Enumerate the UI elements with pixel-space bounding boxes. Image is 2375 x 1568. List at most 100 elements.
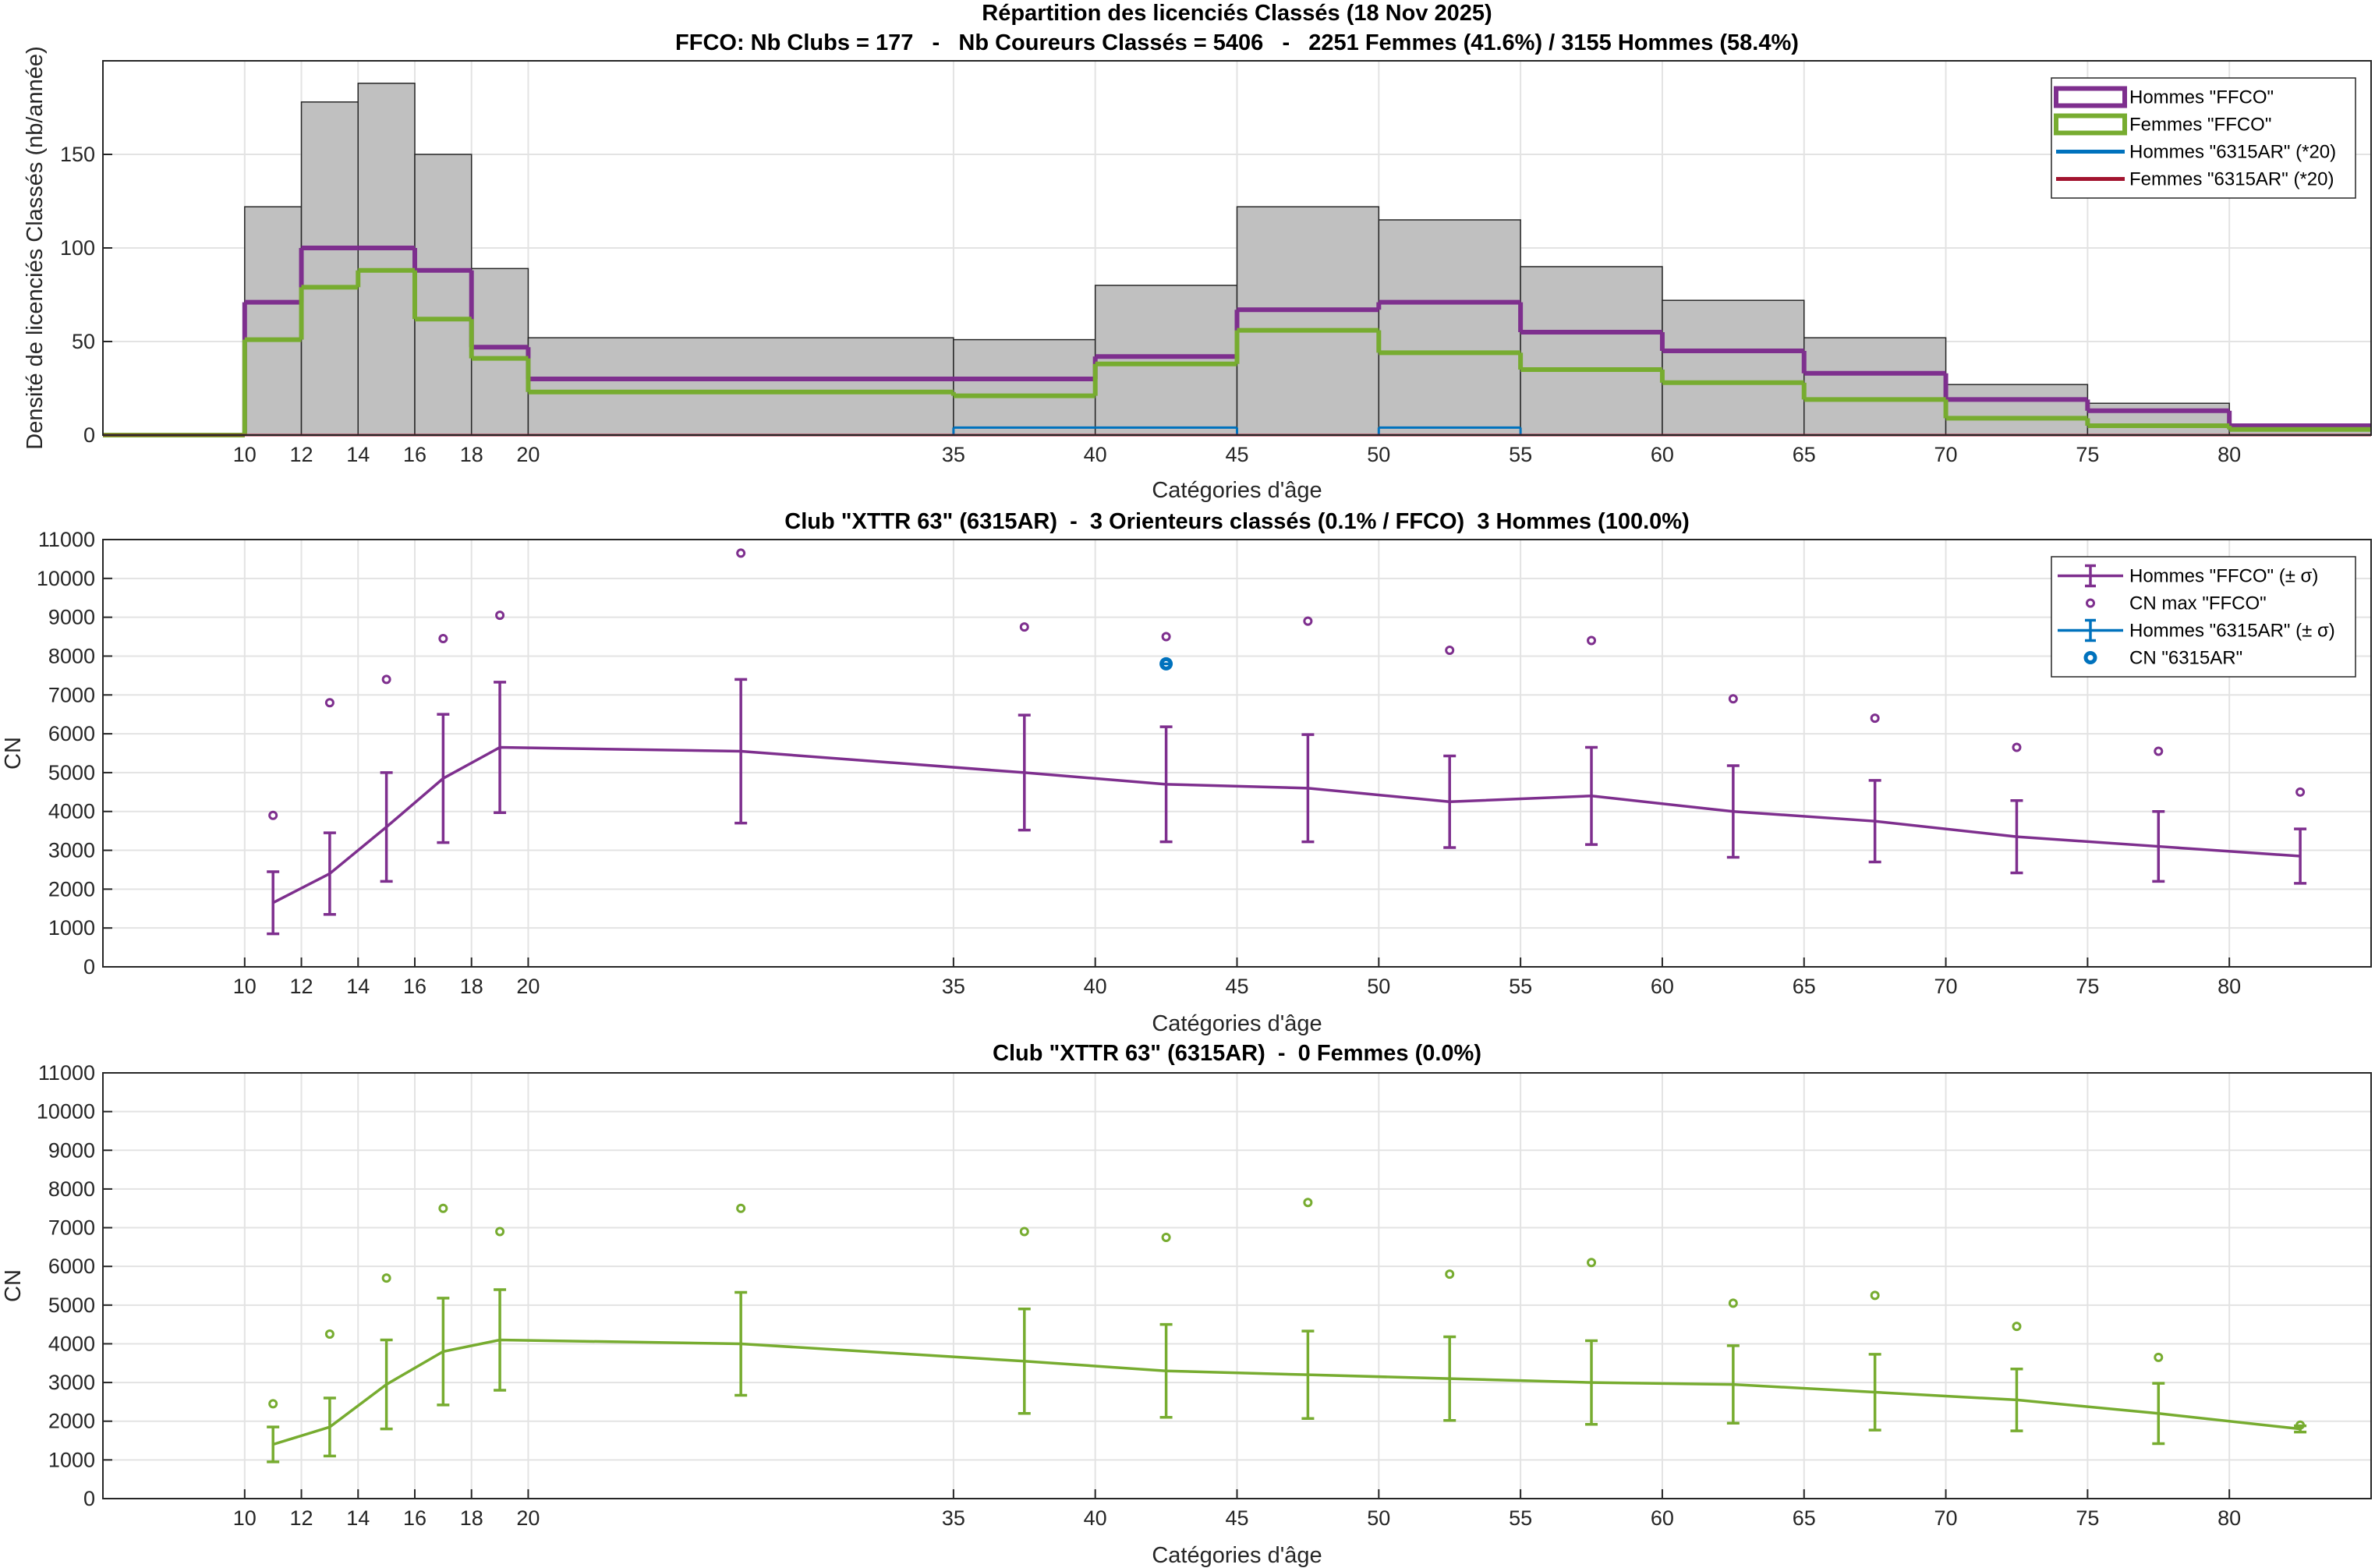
- marker: [1870, 713, 1880, 724]
- marker: [268, 810, 278, 820]
- y-tick-label: 10000: [37, 1100, 95, 1124]
- error-bar: [323, 1396, 336, 1458]
- y-axis-label: CN: [1, 737, 26, 770]
- x-tick-label: 75: [2076, 1506, 2099, 1530]
- legend-swatch: [2054, 113, 2127, 136]
- legend-label: Femmes "6315AR" (*20): [2129, 169, 2334, 190]
- error-bar: [437, 713, 450, 844]
- error-bar: [323, 831, 336, 916]
- x-tick-label: 65: [1793, 443, 1816, 466]
- x-tick-label: 75: [2076, 975, 2099, 998]
- x-tick-label: 12: [290, 1506, 313, 1530]
- histogram-bar: [953, 338, 1096, 436]
- error-bar: [1018, 713, 1031, 832]
- marker: [1445, 645, 1455, 655]
- x-tick-label: 55: [1509, 975, 1532, 998]
- marker: [381, 674, 391, 685]
- y-tick-label: 4000: [48, 1332, 95, 1355]
- y-tick-label: 8000: [48, 1177, 95, 1201]
- marker: [2012, 1322, 2022, 1332]
- chart-title: Répartition des licenciés Classés (18 No…: [982, 1, 1492, 26]
- x-tick-label: 14: [346, 443, 370, 466]
- y-tick-label: 100: [60, 236, 95, 260]
- marker: [1161, 632, 1171, 642]
- error-bar: [1585, 1339, 1598, 1426]
- histogram-bar: [244, 206, 303, 436]
- y-tick-label: 2000: [48, 877, 95, 901]
- y-tick-label: 1000: [48, 1448, 95, 1471]
- error-bar: [2010, 1367, 2023, 1432]
- error-bar: [1868, 779, 1881, 864]
- x-tick-label: 20: [516, 975, 540, 998]
- marker: [495, 611, 505, 621]
- y-tick-label: 2000: [48, 1410, 95, 1433]
- x-tick-label: 80: [2217, 975, 2241, 998]
- marker: [1728, 694, 1738, 704]
- x-tick-label: 65: [1793, 975, 1816, 998]
- marker: [1019, 1226, 1029, 1237]
- x-tick-label: 12: [290, 975, 313, 998]
- x-tick-label: 60: [1651, 443, 1674, 466]
- error-bar: [2010, 799, 2023, 875]
- y-tick-label: 50: [72, 330, 95, 353]
- legend-swatch: [2086, 598, 2095, 608]
- histogram-bar: [1662, 299, 1805, 436]
- x-tick-label: 55: [1509, 1506, 1532, 1530]
- error-bar: [1159, 725, 1173, 844]
- marker: [1445, 1269, 1455, 1280]
- x-tick-label: 18: [460, 443, 483, 466]
- chart-title: Club "XTTR 63" (6315AR) - 0 Femmes (0.0%…: [993, 1041, 1481, 1066]
- error-bar: [380, 771, 393, 883]
- error-bar: [734, 678, 748, 825]
- error-bar: [267, 870, 280, 936]
- legend-label: Hommes "FFCO" (± σ): [2129, 566, 2318, 587]
- legend-label: Hommes "FFCO": [2129, 87, 2274, 108]
- y-tick-label: 11000: [38, 1061, 95, 1085]
- x-tick-label: 45: [1225, 975, 1248, 998]
- histogram-bar: [1520, 266, 1663, 436]
- x-tick-label: 45: [1225, 443, 1248, 466]
- x-tick-label: 16: [403, 975, 427, 998]
- marker: [736, 548, 746, 558]
- x-tick-label: 70: [1934, 443, 1958, 466]
- y-axis-label: CN: [1, 1269, 26, 1302]
- x-tick-label: 10: [233, 975, 257, 998]
- legend-label: Femmes "FFCO": [2129, 115, 2271, 136]
- marker: [1587, 635, 1597, 646]
- x-tick-label: 16: [403, 1506, 427, 1530]
- marker: [2012, 742, 2022, 752]
- y-tick-label: 3000: [48, 1371, 95, 1394]
- y-tick-label: 0: [83, 955, 95, 979]
- marker: [1303, 616, 1313, 626]
- error-bar: [1585, 745, 1598, 846]
- y-tick-label: 8000: [48, 644, 95, 667]
- y-tick-label: 3000: [48, 839, 95, 862]
- x-tick-label: 40: [1084, 1506, 1107, 1530]
- marker: [1870, 1290, 1880, 1301]
- x-tick-label: 75: [2076, 443, 2099, 466]
- marker: [2154, 1352, 2164, 1362]
- error-bar: [1301, 1329, 1315, 1420]
- y-tick-label: 6000: [48, 722, 95, 745]
- error-bar: [437, 1297, 450, 1407]
- y-tick-label: 5000: [48, 1294, 95, 1317]
- error-bar: [267, 1425, 280, 1464]
- error-bar: [1726, 1344, 1740, 1425]
- marker: [2295, 787, 2306, 797]
- x-tick-label: 18: [460, 1506, 483, 1530]
- histogram-bar: [1094, 285, 1238, 436]
- error-bar: [1868, 1353, 1881, 1432]
- x-tick-label: 60: [1651, 1506, 1674, 1530]
- y-tick-label: 0: [83, 423, 95, 447]
- x-tick-label: 10: [233, 1506, 257, 1530]
- y-tick-label: 150: [60, 143, 95, 166]
- x-tick-label: 50: [1367, 443, 1390, 466]
- error-bar: [2152, 1382, 2165, 1446]
- histogram-bar: [527, 337, 954, 436]
- legend-swatch: [2058, 564, 2123, 588]
- error-bar: [1301, 733, 1315, 844]
- plot-frame: [102, 1072, 2372, 1499]
- legend-label: CN max "FFCO": [2129, 593, 2267, 614]
- x-tick-label: 65: [1793, 1506, 1816, 1530]
